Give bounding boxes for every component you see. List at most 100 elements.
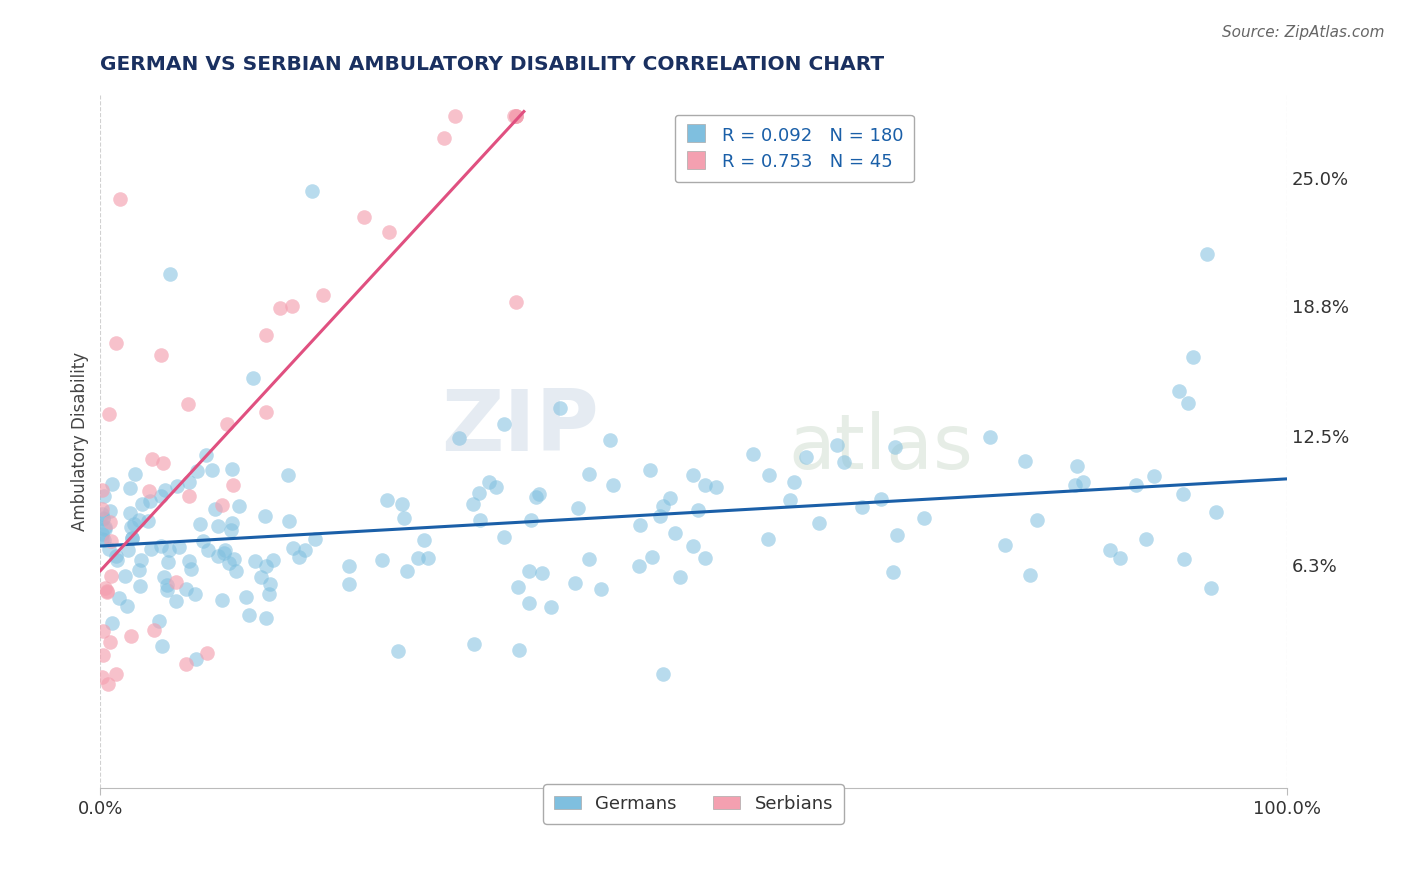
Germans — [449, 431, 471, 445]
Germans — [517, 564, 540, 578]
Germans — [294, 543, 316, 558]
Germans — [548, 401, 571, 415]
Serbians — [108, 192, 131, 206]
Germans — [339, 577, 361, 591]
Serbians — [141, 452, 163, 467]
Serbians — [90, 502, 112, 516]
Germans — [682, 468, 704, 483]
Germans — [93, 533, 115, 547]
Germans — [418, 551, 440, 566]
Serbians — [378, 225, 401, 239]
Germans — [156, 583, 179, 598]
Germans — [101, 477, 124, 491]
Serbians — [90, 483, 112, 497]
Germans — [693, 477, 716, 491]
Germans — [131, 553, 153, 567]
Germans — [165, 594, 187, 608]
Serbians — [505, 109, 527, 123]
Germans — [1168, 384, 1191, 398]
Serbians — [281, 299, 304, 313]
Serbians — [100, 516, 122, 530]
Germans — [1064, 478, 1087, 492]
Germans — [91, 510, 114, 524]
Germans — [120, 481, 142, 495]
Germans — [1135, 532, 1157, 546]
Germans — [207, 519, 229, 533]
Serbians — [215, 417, 238, 432]
Serbians — [90, 669, 112, 683]
Germans — [105, 553, 128, 567]
Germans — [304, 532, 326, 546]
Serbians — [100, 634, 122, 648]
Germans — [115, 599, 138, 614]
Germans — [256, 610, 278, 624]
Germans — [157, 542, 180, 557]
Serbians — [100, 569, 122, 583]
Germans — [851, 500, 873, 514]
Germans — [136, 514, 159, 528]
Serbians — [505, 294, 527, 309]
Germans — [808, 516, 831, 530]
Germans — [883, 440, 905, 454]
Germans — [651, 667, 673, 681]
Germans — [406, 551, 429, 566]
Germans — [886, 528, 908, 542]
Germans — [1066, 458, 1088, 473]
Text: Source: ZipAtlas.com: Source: ZipAtlas.com — [1222, 25, 1385, 40]
Germans — [94, 520, 117, 534]
Germans — [478, 475, 501, 490]
Germans — [659, 491, 682, 506]
Germans — [188, 516, 211, 531]
Serbians — [97, 677, 120, 691]
Germans — [652, 499, 675, 513]
Germans — [392, 510, 415, 524]
Germans — [288, 549, 311, 564]
Germans — [494, 417, 516, 431]
Germans — [628, 517, 651, 532]
Serbians — [174, 657, 197, 671]
Germans — [391, 497, 413, 511]
Germans — [589, 582, 612, 596]
Serbians — [433, 130, 456, 145]
Germans — [758, 468, 780, 483]
Germans — [90, 527, 112, 541]
Germans — [413, 533, 436, 547]
Germans — [259, 587, 281, 601]
Germans — [1125, 478, 1147, 492]
Germans — [1109, 551, 1132, 566]
Germans — [463, 637, 485, 651]
Germans — [337, 558, 360, 573]
Germans — [118, 506, 141, 520]
Germans — [648, 508, 671, 523]
Germans — [211, 592, 233, 607]
Germans — [128, 563, 150, 577]
Germans — [527, 487, 550, 501]
Serbians — [444, 109, 467, 123]
Germans — [627, 559, 650, 574]
Germans — [131, 498, 153, 512]
Germans — [1014, 454, 1036, 468]
Germans — [235, 590, 257, 604]
Germans — [371, 553, 394, 567]
Germans — [979, 430, 1001, 444]
Serbians — [105, 336, 128, 351]
Germans — [506, 580, 529, 594]
Germans — [219, 523, 242, 537]
Germans — [664, 526, 686, 541]
Germans — [567, 500, 589, 515]
Germans — [693, 550, 716, 565]
Serbians — [152, 456, 174, 470]
Germans — [153, 483, 176, 498]
Germans — [193, 534, 215, 549]
Text: atlas: atlas — [789, 411, 973, 485]
Serbians — [503, 109, 526, 123]
Serbians — [254, 328, 277, 343]
Serbians — [211, 498, 233, 512]
Germans — [578, 467, 600, 482]
Germans — [228, 499, 250, 513]
Germans — [686, 503, 709, 517]
Germans — [1026, 513, 1049, 527]
Germans — [669, 570, 692, 584]
Germans — [578, 551, 600, 566]
Germans — [470, 513, 492, 527]
